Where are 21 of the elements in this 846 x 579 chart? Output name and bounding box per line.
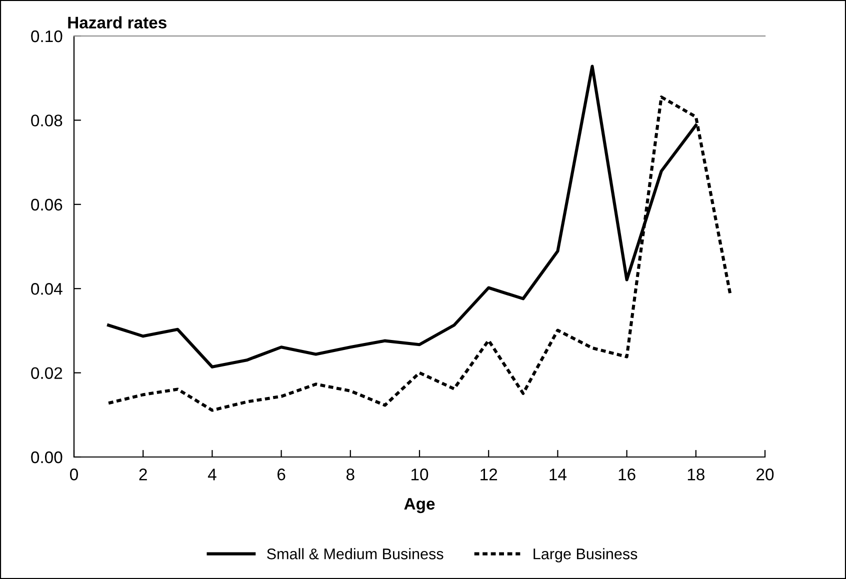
legend-label: Small & Medium Business — [267, 548, 444, 560]
y-tick-label: 0.06 — [31, 198, 62, 211]
x-tick-label: 20 — [756, 468, 774, 480]
x-tick-label: 10 — [412, 468, 428, 480]
x-tick-label: 6 — [278, 468, 286, 480]
legend-label: Large Business — [534, 548, 638, 562]
y-axis-title: Hazard rates — [68, 16, 166, 28]
x-tick-label: 0 — [70, 468, 78, 480]
x-tick-label: 4 — [208, 468, 216, 480]
x-tick-label: 8 — [346, 468, 354, 480]
x-tick-label: 14 — [550, 468, 566, 480]
y-tick-label: 0.00 — [31, 451, 62, 464]
y-tick-label: 0.04 — [31, 283, 62, 295]
x-tick-label: 12 — [480, 468, 498, 480]
x-tick-label: 2 — [139, 468, 147, 480]
x-axis-title: Age — [404, 498, 435, 514]
x-tick-label: 18 — [688, 468, 704, 480]
y-tick-label: 0.02 — [31, 367, 62, 380]
y-tick-label: 0.08 — [31, 114, 62, 126]
y-tick-label: 0.10 — [31, 30, 62, 42]
x-tick-label: 16 — [618, 468, 636, 480]
